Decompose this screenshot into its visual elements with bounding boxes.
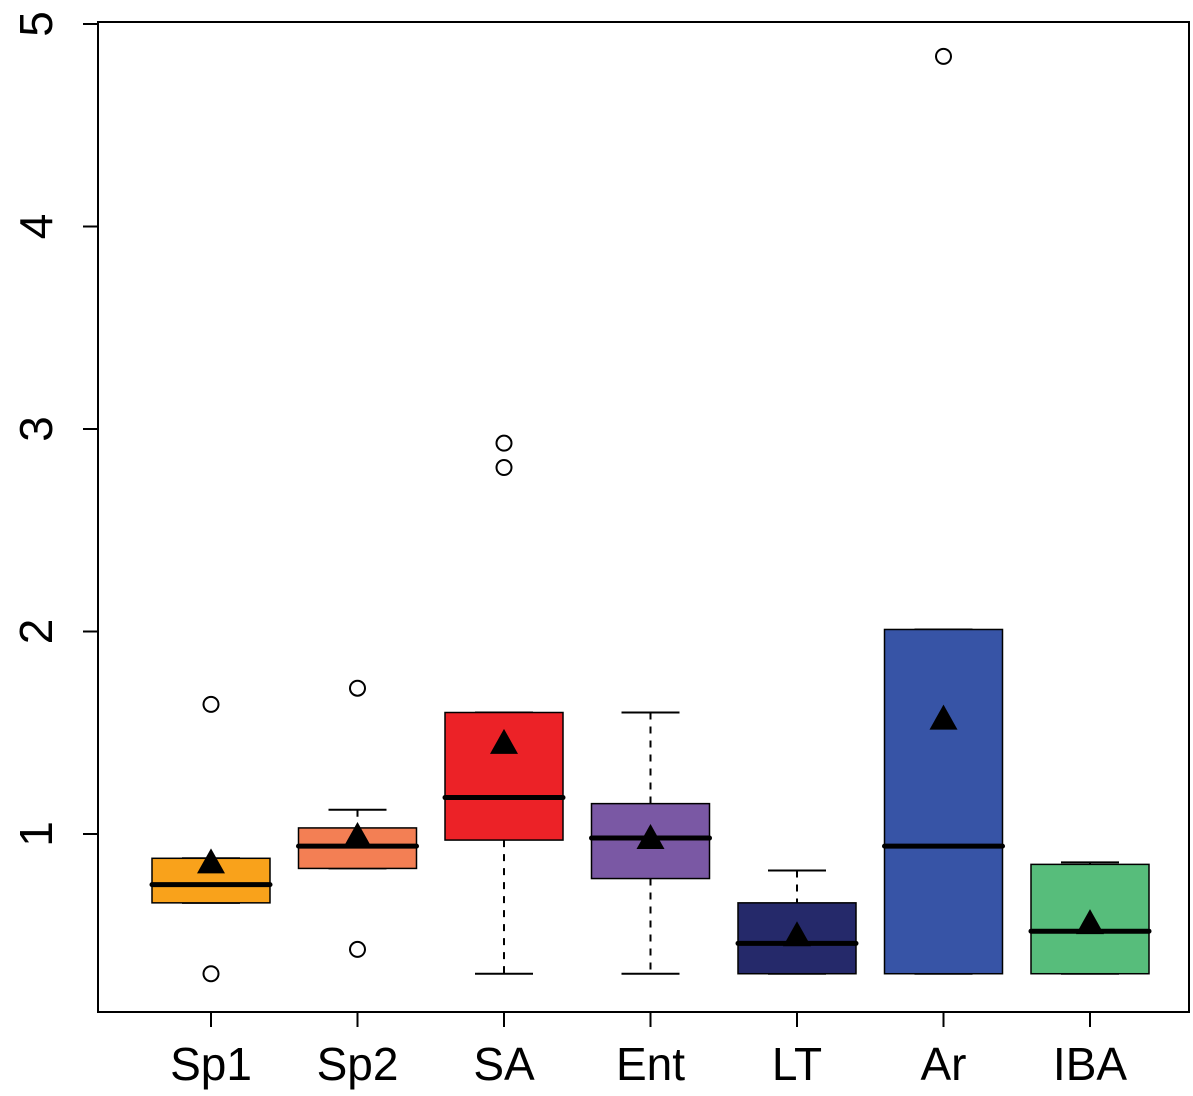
x-axis: Sp1 Sp2 SA Ent LT Ar IBA — [170, 1012, 1127, 1090]
mean-marker — [636, 824, 665, 850]
mean-marker — [490, 728, 518, 754]
box-sp2 — [296, 679, 419, 958]
mean-marker — [1076, 909, 1104, 935]
mean-marker — [929, 704, 958, 730]
y-tick-label: 1 — [10, 821, 62, 847]
box-lt — [735, 869, 859, 975]
mean-marker — [197, 848, 225, 874]
y-axis: 1 2 3 4 5 — [10, 11, 99, 847]
boxes — [149, 47, 1152, 983]
mean-marker — [343, 822, 372, 848]
outlier-point — [349, 679, 366, 697]
x-tick-label: Sp2 — [317, 1038, 399, 1090]
outlier-point — [202, 695, 220, 713]
x-tick-label: IBA — [1053, 1038, 1127, 1090]
box-iba — [1028, 861, 1152, 975]
box-body — [444, 711, 564, 841]
outlier-point — [495, 434, 513, 452]
x-tick-label: Sp1 — [170, 1038, 252, 1090]
box-body — [151, 857, 271, 904]
x-tick-label: Ent — [616, 1038, 685, 1090]
y-tick-label: 5 — [10, 11, 62, 37]
outlier-point — [349, 940, 366, 958]
box-body — [883, 628, 1004, 975]
y-tick-label: 2 — [10, 619, 62, 645]
box-sp1 — [149, 695, 273, 983]
y-tick-label: 4 — [10, 214, 62, 240]
outlier-point — [935, 47, 952, 65]
x-tick-label: Ar — [921, 1038, 967, 1090]
box-ar — [882, 47, 1005, 975]
mean-marker — [783, 921, 811, 947]
outlier-point — [495, 458, 513, 476]
x-tick-label: SA — [473, 1038, 535, 1090]
box-sa — [442, 434, 566, 975]
y-tick-label: 3 — [10, 416, 62, 442]
x-tick-label: LT — [772, 1038, 822, 1090]
box-ent — [589, 711, 712, 975]
outlier-point — [202, 965, 220, 983]
